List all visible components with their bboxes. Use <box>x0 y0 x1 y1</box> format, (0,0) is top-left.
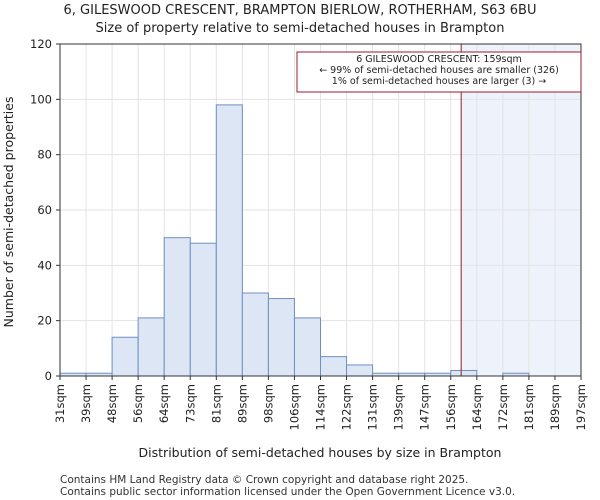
y-tick-label-120: 120 <box>30 37 52 51</box>
bar-98sqm <box>267 298 295 377</box>
x-tick-label-147sqm: 147sqm <box>418 384 432 430</box>
bar-89sqm <box>241 292 269 377</box>
bars <box>59 104 530 377</box>
annotation-frame <box>296 51 582 93</box>
x-tick-label-189sqm: 189sqm <box>548 384 562 430</box>
footer-copyright: Contains HM Land Registry data © Crown c… <box>60 474 468 486</box>
x-axis-label: Distribution of semi-detached houses by … <box>139 445 502 460</box>
y-tick-label-60: 60 <box>37 203 52 217</box>
x-tick-label-98sqm: 98sqm <box>261 384 275 423</box>
x-tick-label-156sqm: 156sqm <box>444 384 458 430</box>
bar-64sqm <box>163 237 191 377</box>
x-tick-label-31sqm: 31sqm <box>53 384 67 423</box>
x-tick-label-56sqm: 56sqm <box>131 384 145 423</box>
x-tick-label-81sqm: 81sqm <box>209 384 223 423</box>
x-axis-ticks: 31sqm 39sqm 48sqm 56sqm 64sqm 73sqm 81sqm 89sqm… <box>53 376 588 430</box>
y-tick-label-100: 100 <box>30 92 52 106</box>
x-tick-label-48sqm: 48sqm <box>105 384 119 423</box>
x-tick-label-181sqm: 181sqm <box>522 384 536 430</box>
x-tick-label-64sqm: 64sqm <box>157 384 171 423</box>
x-tick-label-172sqm: 172sqm <box>496 384 510 430</box>
annotation-line2: ← 99% of semi-detached houses are smalle… <box>319 65 559 76</box>
x-tick-label-39sqm: 39sqm <box>79 384 93 423</box>
annotation-box: 6 GILESWOOD CRESCENT: 159sqm ← 99% of se… <box>296 51 582 93</box>
y-tick-label-80: 80 <box>37 148 52 162</box>
y-tick-label-0: 0 <box>45 369 52 383</box>
x-tick-label-73sqm: 73sqm <box>183 384 197 423</box>
chart-title: 6, GILESWOOD CRESCENT, BRAMPTON BIERLOW,… <box>64 3 537 18</box>
x-tick-label-122sqm: 122sqm <box>340 384 354 430</box>
bar-106sqm <box>293 317 322 377</box>
bar-48sqm <box>111 336 139 377</box>
bar-56sqm <box>137 317 165 377</box>
y-axis-ticks: 0 20 40 60 80 100 120 <box>30 37 60 383</box>
bar-81sqm <box>215 104 243 377</box>
x-tick-label-89sqm: 89sqm <box>235 384 249 423</box>
bar-114sqm <box>320 356 348 377</box>
x-tick-label-114sqm: 114sqm <box>314 384 328 430</box>
x-tick-label-197sqm: 197sqm <box>574 384 588 430</box>
bar-73sqm <box>189 242 217 377</box>
chart-subtitle: Size of property relative to semi-detach… <box>96 21 505 36</box>
annotation-line3: 1% of semi-detached houses are larger (3… <box>332 76 546 87</box>
annotation-line1: 6 GILESWOOD CRESCENT: 159sqm <box>356 54 522 65</box>
y-tick-label-40: 40 <box>37 258 52 272</box>
bar-122sqm <box>346 364 374 377</box>
footer-licence: Contains public sector information licen… <box>60 486 515 498</box>
y-axis-label: Number of semi-detached properties <box>1 97 16 328</box>
x-tick-label-164sqm: 164sqm <box>470 384 484 430</box>
bar-156sqm <box>450 369 478 377</box>
x-tick-label-106sqm: 106sqm <box>287 384 301 430</box>
y-tick-label-20: 20 <box>37 314 52 328</box>
x-tick-label-131sqm: 131sqm <box>366 384 380 430</box>
x-tick-label-139sqm: 139sqm <box>392 384 406 430</box>
